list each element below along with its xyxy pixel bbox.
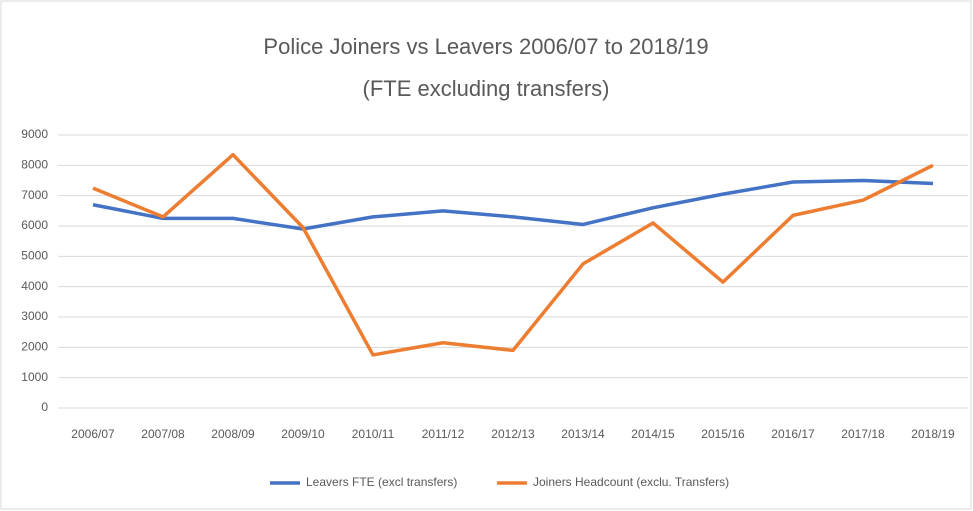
x-tick-label: 2013/14 — [561, 427, 605, 441]
x-tick-label: 2006/07 — [71, 427, 115, 441]
y-tick-label: 3000 — [21, 309, 48, 323]
x-tick-label: 2008/09 — [211, 427, 255, 441]
y-tick-label: 1000 — [21, 370, 48, 384]
x-tick-label: 2010/11 — [352, 427, 395, 441]
x-tick-label: 2007/08 — [141, 427, 185, 441]
x-tick-label: 2015/16 — [701, 427, 745, 441]
legend-label: Leavers FTE (excl transfers) — [306, 475, 457, 489]
x-tick-label: 2009/10 — [281, 427, 325, 441]
y-tick-label: 5000 — [21, 249, 48, 263]
legend-label: Joiners Headcount (exclu. Transfers) — [533, 475, 729, 489]
x-tick-label: 2014/15 — [631, 427, 675, 441]
y-tick-label: 7000 — [21, 188, 48, 202]
x-tick-label: 2017/18 — [841, 427, 885, 441]
y-tick-label: 6000 — [21, 218, 48, 232]
series-line — [92, 152, 934, 357]
x-tick-label: 2011/12 — [422, 427, 465, 441]
x-tick-label: 2012/13 — [491, 427, 535, 441]
chart-title: Police Joiners vs Leavers 2006/07 to 201… — [263, 34, 708, 59]
y-tick-label: 8000 — [21, 158, 48, 172]
x-tick-label: 2018/19 — [911, 427, 955, 441]
y-tick-label: 2000 — [21, 340, 48, 354]
y-tick-label: 4000 — [21, 279, 48, 293]
series-line — [92, 178, 934, 231]
y-tick-label: 9000 — [21, 127, 48, 141]
x-tick-label: 2016/17 — [771, 427, 815, 441]
chart-subtitle: (FTE excluding transfers) — [363, 76, 610, 101]
y-tick-label: 0 — [41, 400, 48, 414]
